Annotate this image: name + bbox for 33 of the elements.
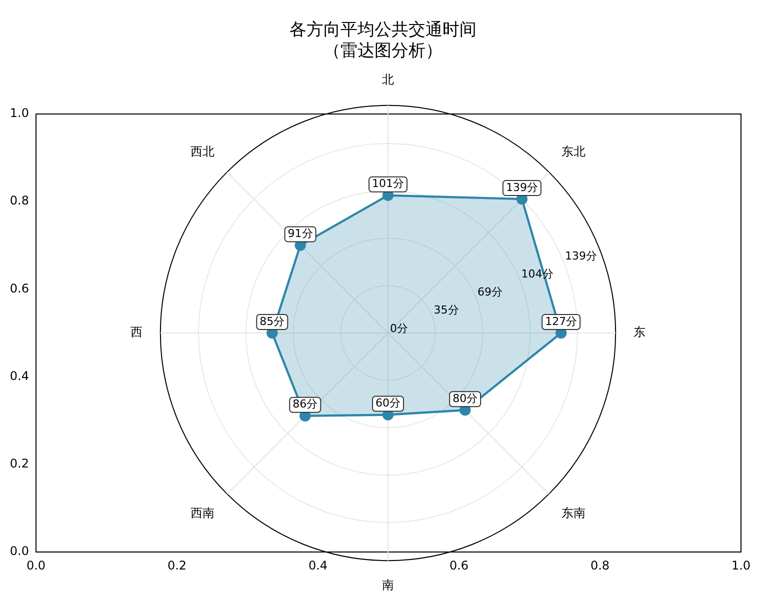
x-tick-label: 0.8	[590, 558, 610, 572]
x-tick-label: 0.2	[167, 558, 187, 572]
chart-subtitle: （雷达图分析）	[322, 41, 444, 62]
chart-title: 各方向平均公共交通时间	[288, 20, 478, 41]
x-tick-label: 0.4	[308, 558, 328, 572]
y-tick-label: 0.8	[10, 194, 29, 208]
data-label: 127分	[545, 314, 578, 328]
spoke-label: 西	[130, 325, 142, 340]
data-label: 101分	[372, 177, 404, 190]
y-tick-label: 0.2	[10, 456, 29, 471]
spoke-label: 西北	[190, 144, 214, 158]
x-tick-label: 0.6	[449, 558, 469, 572]
y-tick-label: 69分	[478, 286, 503, 299]
x-tick-label: 0.0	[26, 558, 46, 572]
spoke-label: 南	[382, 578, 394, 592]
y-tick-label: 1.0	[10, 106, 29, 120]
x-tick-label: 1.0	[731, 558, 751, 572]
data-label: 60分	[376, 396, 400, 410]
data-label: 86分	[292, 398, 318, 411]
spoke-label: 东北	[562, 144, 586, 158]
y-tick-label: 0.0	[10, 544, 29, 558]
data-label: 91分	[288, 227, 313, 240]
data-label: 139分	[506, 180, 538, 194]
y-tick-label: 0.6	[10, 281, 29, 296]
y-tick-label: 0分	[390, 322, 408, 335]
y-tick-label: 35分	[434, 304, 459, 317]
data-label: 85分	[260, 314, 285, 328]
spoke-label: 西南	[190, 506, 214, 520]
spoke-label: 北	[382, 72, 394, 86]
data-label: 80分	[452, 392, 478, 405]
spoke-label: 东南	[562, 506, 586, 520]
y-tick-label: 0.4	[10, 368, 29, 383]
spoke-label: 东	[634, 325, 646, 340]
